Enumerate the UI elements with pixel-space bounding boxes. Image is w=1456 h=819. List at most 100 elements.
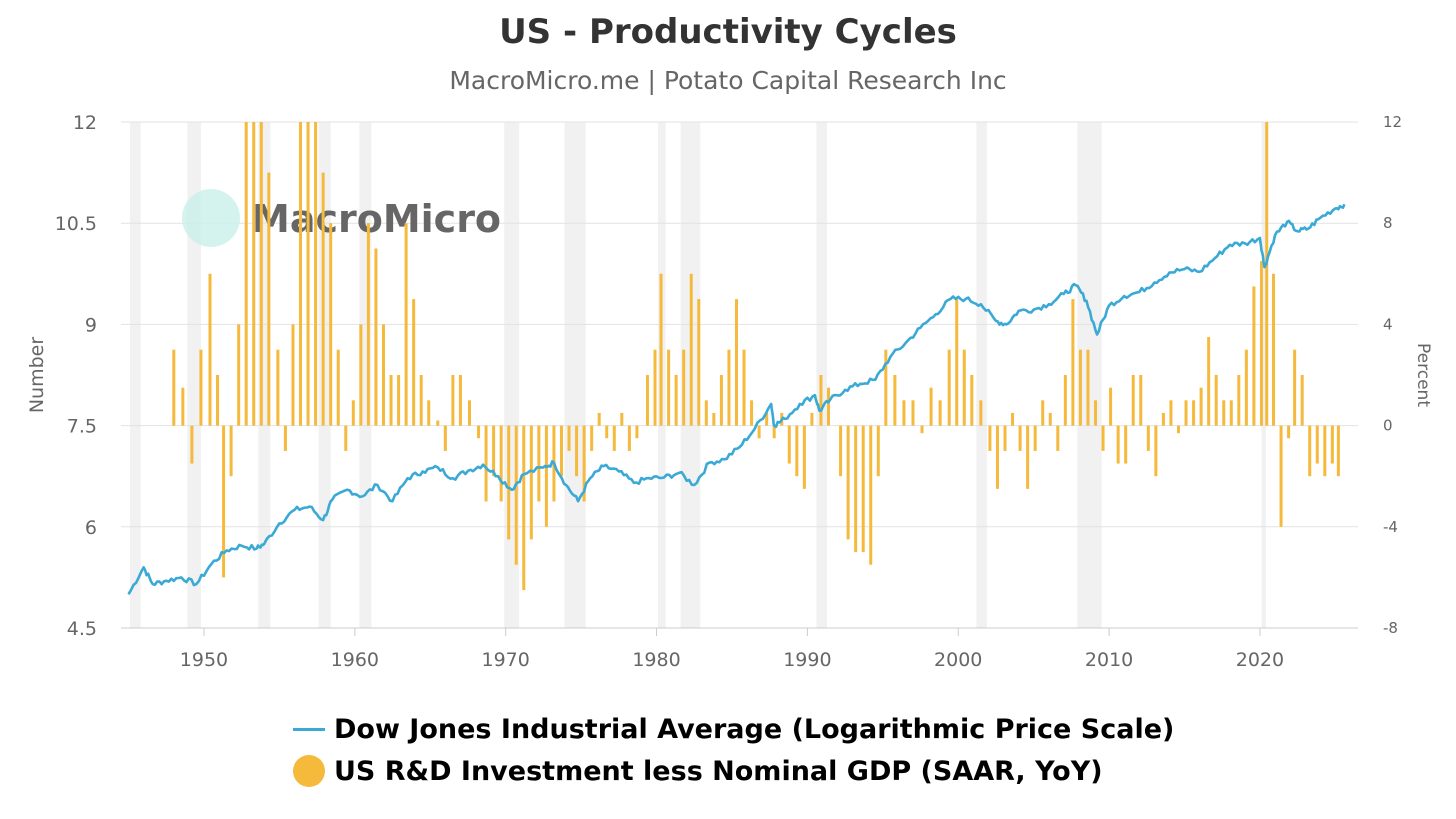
y-left-tick-label: 12 (73, 112, 97, 134)
rd-bar (1018, 425, 1022, 451)
watermark-text: MacroMicro (252, 197, 501, 241)
rd-bar (252, 122, 256, 426)
rd-bar (1056, 425, 1060, 451)
rd-bar (795, 425, 799, 477)
legend: Dow Jones Industrial Average (Logarithmi… (293, 708, 1174, 792)
legend-item-dow[interactable]: Dow Jones Industrial Average (Logarithmi… (293, 708, 1174, 750)
rd-bar (988, 425, 992, 451)
rd-bar (839, 425, 843, 477)
rd-bar (1116, 425, 1120, 464)
rd-bar (854, 425, 858, 553)
rd-bar (1252, 286, 1256, 426)
rd-bar (861, 425, 865, 553)
x-tick-label: 2020 (1236, 649, 1284, 671)
rd-bar (590, 425, 594, 451)
y-left-tick-label: 9 (85, 314, 97, 336)
rd-bar (267, 172, 271, 426)
rd-bar (559, 425, 563, 477)
rd-bar (1308, 425, 1312, 477)
rd-bar (1063, 375, 1067, 426)
rd-bar (682, 349, 686, 426)
rd-bar (1161, 412, 1165, 426)
chart-plot-area: MacroMicro 4.5 6 7.5 9 10.5 12 -8 -4 0 4 8 12 1950 19… (26, 112, 1433, 671)
rd-bar (979, 400, 983, 426)
rd-bar (704, 400, 708, 426)
rd-bar (222, 425, 226, 578)
rd-bar (712, 412, 716, 426)
rd-bar (1336, 425, 1340, 477)
rd-bar (229, 425, 233, 477)
x-tick-label: 1990 (783, 649, 831, 671)
rd-bar (1094, 400, 1098, 426)
y-right-tick-label: -8 (1383, 619, 1398, 637)
rd-bar (1330, 425, 1334, 464)
rd-bar (802, 425, 806, 489)
rd-bar (659, 273, 663, 426)
rd-bar (1229, 400, 1233, 426)
rd-bar (1071, 299, 1075, 426)
watermark: MacroMicro (182, 189, 501, 247)
rd-bar (772, 425, 776, 439)
rd-bar (404, 223, 408, 426)
rd-bar (1214, 375, 1218, 426)
rd-bar (1011, 412, 1015, 426)
dow-line (127, 203, 1346, 595)
rd-bar (938, 400, 942, 426)
rd-bar (955, 299, 959, 426)
legend-line-swatch-icon (293, 727, 325, 731)
rd-bar (336, 349, 340, 426)
rd-bar (208, 273, 212, 426)
rd-bar (244, 122, 248, 426)
rd-bar (259, 122, 263, 426)
x-tick-label: 1970 (481, 649, 529, 671)
rd-bar (911, 400, 915, 426)
dow-series-line (127, 203, 1346, 595)
y-left-tick-label: 6 (85, 517, 97, 539)
rd-bar (321, 172, 325, 426)
rd-bar (1207, 337, 1211, 426)
rd-bar (1300, 375, 1304, 426)
rd-bar (605, 425, 609, 439)
rd-bar (757, 425, 761, 439)
rd-bar (1244, 349, 1248, 426)
rd-bar (893, 375, 897, 426)
legend-label-dow: Dow Jones Industrial Average (Logarithmi… (334, 713, 1175, 745)
rd-bar (1131, 375, 1135, 426)
rd-bar (412, 299, 416, 426)
rd-bar (750, 400, 754, 426)
y-left-tick-label: 10.5 (55, 213, 97, 235)
legend-item-rd[interactable]: US R&D Investment less Nominal GDP (SAAR… (293, 750, 1174, 792)
rd-bar (627, 425, 631, 451)
rd-bar (846, 425, 850, 540)
rd-bar (1026, 425, 1030, 489)
rd-bar (1101, 425, 1105, 451)
rd-bar (1176, 425, 1180, 434)
rd-bar (1003, 425, 1007, 451)
rd-bar (1124, 425, 1128, 464)
rd-bar (427, 400, 431, 426)
rd-bar (1109, 387, 1113, 426)
rd-bar (1279, 425, 1283, 527)
rd-bar (381, 324, 385, 426)
rd-bar (635, 425, 639, 439)
rd-bar (507, 425, 511, 540)
rd-bar (451, 375, 455, 426)
rd-bar (727, 349, 731, 426)
rd-bar (492, 425, 496, 477)
rd-bar (876, 425, 880, 477)
rd-bar (389, 375, 393, 426)
rd-bar (467, 400, 471, 426)
rd-bar (216, 375, 220, 426)
rd-bar (995, 425, 999, 489)
rd-bar (544, 425, 548, 527)
y-left-axis-title: Number (26, 337, 48, 414)
rd-bar (1315, 425, 1319, 464)
rd-bar (537, 425, 541, 502)
rd-bar (970, 375, 974, 426)
rd-bar (374, 248, 378, 426)
y-right-tick-label: 4 (1383, 315, 1393, 333)
rd-bar (947, 349, 951, 426)
rd-bar (1192, 400, 1196, 426)
rd-bar (962, 349, 966, 426)
rd-bar (1184, 400, 1188, 426)
